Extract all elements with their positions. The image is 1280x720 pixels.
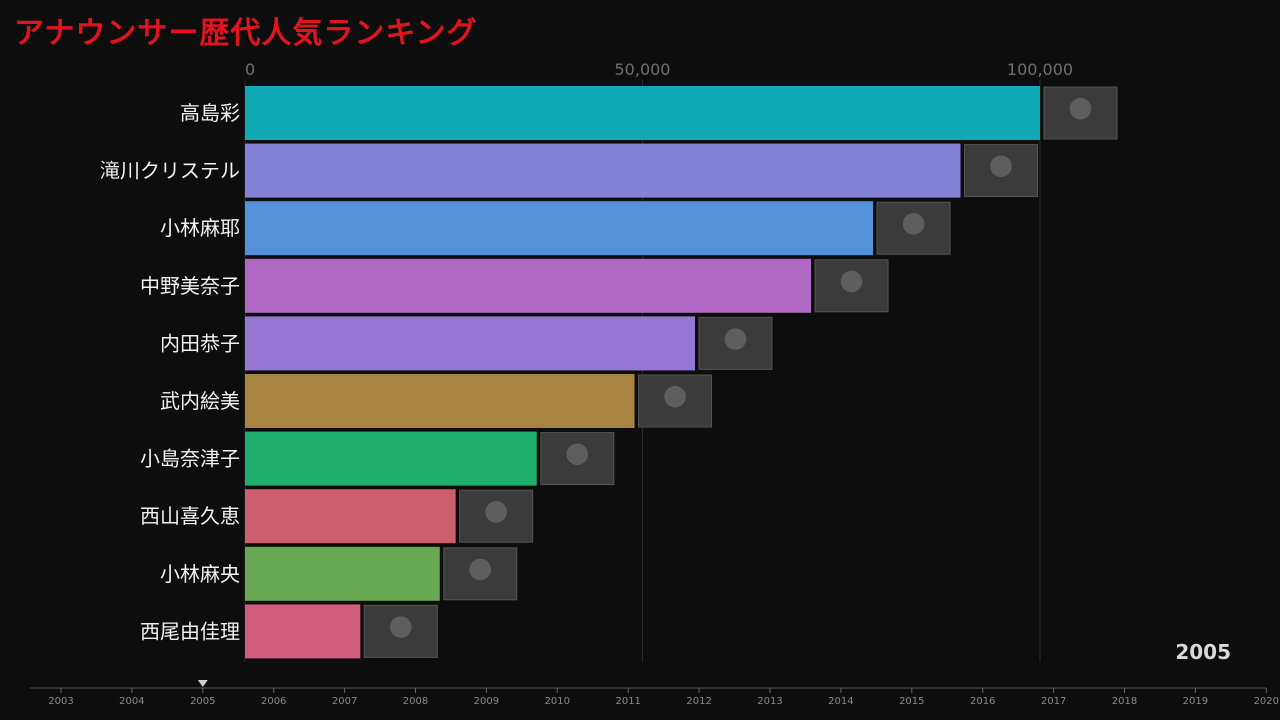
chart-title: アナウンサー歴代人気ランキング	[14, 16, 478, 51]
timeline-year-label: 2005	[190, 696, 215, 707]
bar	[245, 316, 695, 371]
category-label: 武内絵美	[160, 389, 240, 413]
category-label: 高島彩	[180, 101, 240, 125]
year-timeline[interactable]: 2003 2004 2005 2006 2007 2008 2009 2010 2011 2012…	[0, 676, 1280, 720]
category-label: 滝川クリステル	[100, 159, 240, 183]
timeline-position-marker[interactable]	[197, 680, 208, 687]
x-tick-label: 100,000	[1007, 60, 1073, 79]
bar	[245, 431, 537, 486]
timeline-year-label: 2020	[1254, 696, 1279, 707]
bar-photo-placeholder	[876, 201, 951, 255]
bar-photo-placeholder	[638, 374, 713, 428]
timeline-year-label: 2018	[1112, 696, 1137, 707]
bar	[245, 201, 874, 256]
bar-chart: 0 50,000 100,000 高島彩滝川クリステル小林麻耶中野美奈子内田恭子武内…	[100, 60, 1118, 662]
timeline-year-label: 2006	[261, 696, 286, 707]
x-tick-label: 50,000	[615, 60, 671, 79]
timeline-year-label: 2017	[1041, 696, 1066, 707]
bar-photo-placeholder	[363, 604, 438, 658]
category-label: 内田恭子	[160, 331, 240, 355]
category-label: 西山喜久恵	[140, 504, 240, 528]
bar-photo-placeholder	[1043, 86, 1118, 140]
bar	[245, 546, 440, 601]
bar	[245, 258, 812, 313]
category-label: 小林麻耶	[160, 216, 240, 240]
timeline-year-label: 2009	[474, 696, 499, 707]
category-label: 西尾由佳理	[140, 619, 240, 643]
category-labels: 高島彩滝川クリステル小林麻耶中野美奈子内田恭子武内絵美小島奈津子西山喜久恵小林麻…	[100, 101, 240, 643]
bar	[245, 86, 1040, 140]
timeline-year-label: 2013	[757, 696, 782, 707]
timeline-year-label: 2010	[545, 696, 570, 707]
bar	[245, 374, 635, 428]
bar-photo-placeholder	[443, 547, 518, 601]
timeline-year-label: 2015	[899, 696, 924, 707]
timeline-year-label: 2004	[119, 696, 144, 707]
timeline-year-label: 2016	[970, 696, 995, 707]
timeline-year-label: 2007	[332, 696, 357, 707]
category-label: 中野美奈子	[140, 274, 240, 298]
category-label: 小島奈津子	[140, 447, 240, 471]
bar	[245, 489, 456, 544]
x-axis-ticks: 0 50,000 100,000	[245, 60, 1073, 79]
bar-photo-placeholder	[964, 144, 1038, 198]
timeline-ticks: 2003 2004 2005 2006 2007 2008 2009 2010 2011 2012…	[48, 688, 1279, 707]
timeline-year-label: 2012	[686, 696, 711, 707]
category-label: 小林麻央	[160, 562, 240, 586]
current-year-label: 2005	[1175, 640, 1231, 664]
bar-photo-placeholder	[698, 316, 773, 370]
timeline-year-label: 2019	[1183, 696, 1208, 707]
timeline-year-label: 2011	[615, 696, 640, 707]
bar-photo-placeholder	[459, 489, 534, 543]
timeline-year-label: 2008	[403, 696, 428, 707]
timeline-year-label: 2003	[48, 696, 73, 707]
x-tick-label: 0	[245, 60, 255, 79]
timeline-year-label: 2014	[828, 696, 853, 707]
bar	[245, 604, 361, 659]
bar-photo-placeholder	[814, 259, 889, 313]
bar	[245, 143, 961, 198]
bars	[245, 86, 1118, 659]
bar-photo-placeholder	[540, 432, 615, 486]
